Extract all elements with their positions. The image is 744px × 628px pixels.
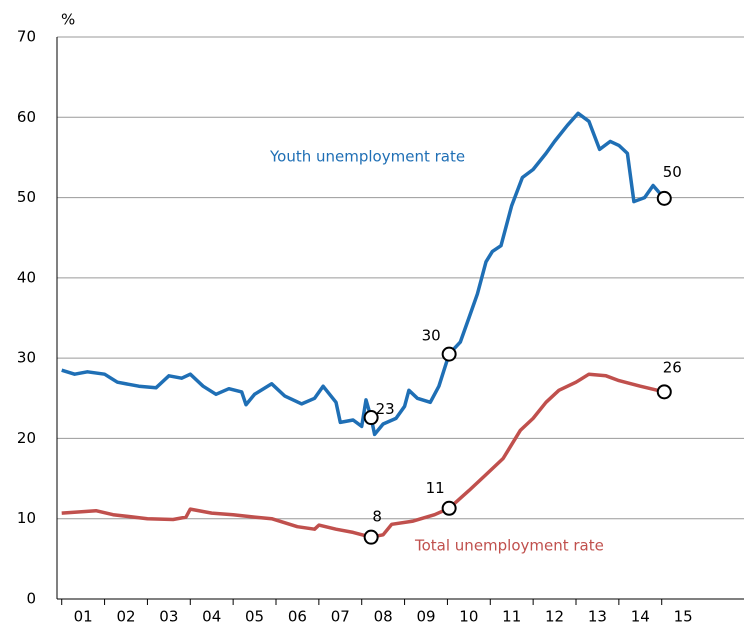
annotation-marker [441,346,457,362]
y-tick-label: 20 [17,429,36,447]
x-tick-label: 06 [288,608,307,626]
x-tick-label: 13 [588,608,607,626]
y-unit: % [61,11,75,29]
annotation-label: 30 [422,327,441,345]
annotation-label: 26 [663,358,682,376]
x-tick-label: 04 [202,608,221,626]
series-label: Total unemployment rate [414,537,604,555]
annotation-marker [363,410,379,426]
x-tick-label: 14 [631,608,650,626]
x-tick-label: 03 [159,608,178,626]
series-line [61,372,665,539]
y-tick-label: 50 [17,188,36,206]
series-line [61,111,666,437]
x-tick-label: 07 [331,608,350,626]
y-tick-label: 30 [17,349,36,367]
x-tick-label: 12 [545,608,564,626]
x-tick-label: 09 [416,608,435,626]
y-tick-label: 0 [26,590,36,608]
annotation-label: 8 [372,508,382,526]
x-tick-label: 02 [116,608,135,626]
annotation-marker [363,529,379,545]
annotation-marker [656,190,672,206]
y-tick-label: 60 [17,108,36,126]
y-tick-label: 40 [17,268,36,286]
x-tick-label: 05 [245,608,264,626]
annotation-marker [656,384,672,400]
annotation-marker [441,500,457,516]
y-tick-label: 70 [17,28,36,46]
series-label: Youth unemployment rate [269,148,465,166]
x-tick-label: 10 [459,608,478,626]
annotation-label: 50 [663,163,682,181]
y-tick-label: 10 [17,509,36,527]
x-tick-label: 08 [374,608,393,626]
annotation-label: 11 [426,479,445,497]
x-tick-label: 01 [74,608,93,626]
x-tick-label: 11 [502,608,521,626]
x-tick-label: 15 [674,608,693,626]
annotation-label: 23 [376,400,395,418]
